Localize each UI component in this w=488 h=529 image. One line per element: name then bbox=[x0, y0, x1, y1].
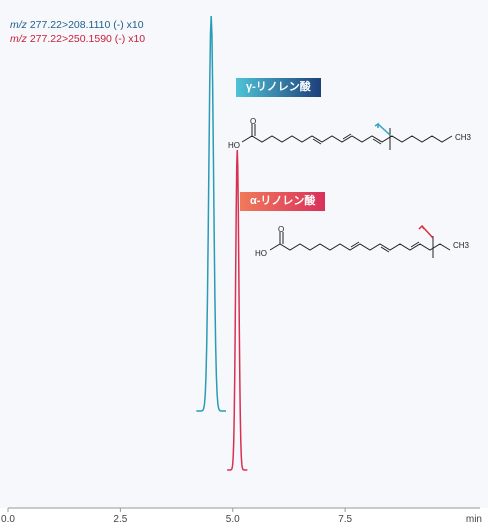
gamma-ho-label: HO bbox=[228, 141, 240, 150]
legend-item-1-prefix: m/z bbox=[10, 19, 27, 31]
legend-item-1-text: 277.22>208.1110 (-) x10 bbox=[29, 19, 144, 31]
x-tick-label: 2.5 bbox=[113, 514, 128, 525]
alpha-cleavage-arrow bbox=[418, 224, 434, 239]
x-tick-label: 5.0 bbox=[225, 514, 240, 525]
gamma-ch3-label: CH3 bbox=[455, 133, 472, 142]
series-layer bbox=[8, 15, 480, 471]
x-unit-label: min bbox=[465, 514, 482, 525]
legend-item-2-prefix: m/z bbox=[10, 33, 27, 45]
tick-layer bbox=[7, 507, 480, 512]
series-2-peak bbox=[227, 150, 248, 471]
legend-item-1: m/z 277.22>208.1110 (-) x10 bbox=[10, 18, 145, 32]
legend-item-2-text: 277.22>250.1590 (-) x10 bbox=[29, 33, 146, 45]
alpha-ho-label: HO bbox=[255, 249, 267, 258]
x-tick-label: 0.0 bbox=[1, 514, 15, 525]
alpha-linolenic-structure bbox=[269, 232, 451, 258]
gamma-o-label: O bbox=[250, 117, 256, 126]
series-1-peak bbox=[196, 15, 227, 412]
legend-item-2: m/z 277.22>250.1590 (-) x10 bbox=[10, 32, 145, 46]
gamma-linolenic-structure bbox=[241, 124, 453, 150]
legend: m/z 277.22>208.1110 (-) x10 m/z 277.22>2… bbox=[10, 18, 145, 46]
alpha-o-label: O bbox=[278, 225, 284, 234]
plot-background bbox=[0, 0, 488, 508]
x-tick-label: 7.5 bbox=[338, 514, 353, 525]
gamma-cleavage-arrow bbox=[374, 122, 391, 136]
alpha-linolenic-acid-badge: α-リノレン酸 bbox=[240, 192, 326, 211]
alpha-ch3-label: CH3 bbox=[453, 241, 470, 250]
gamma-linolenic-acid-badge: γ-リノレン酸 bbox=[236, 78, 321, 97]
